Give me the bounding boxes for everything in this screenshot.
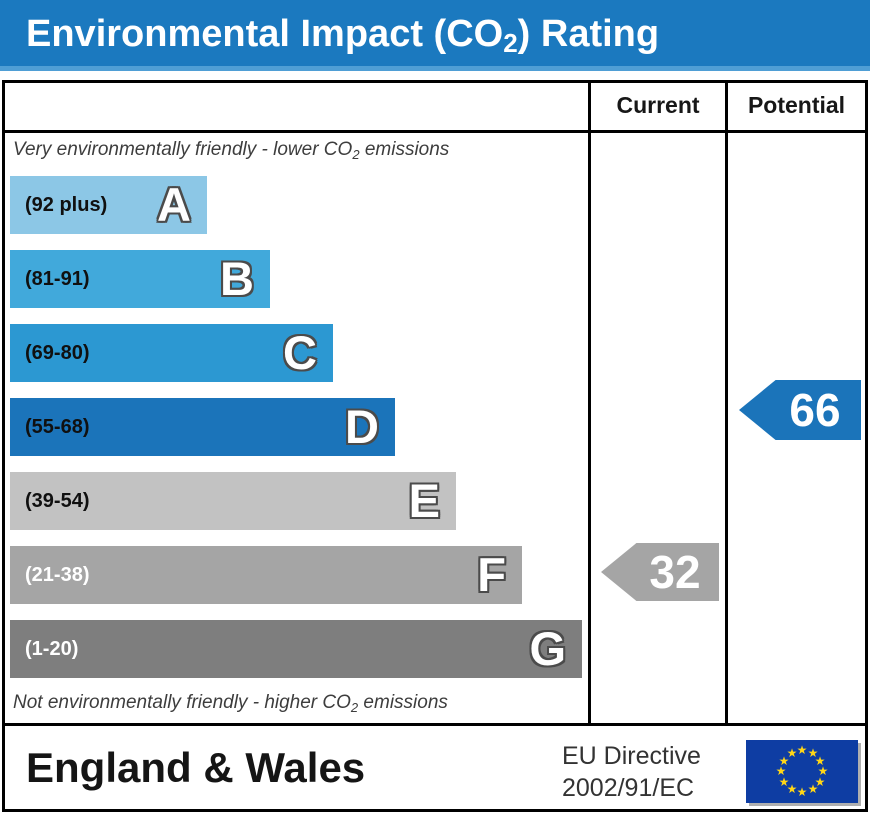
header-divider-line: [2, 130, 868, 133]
band-row-e: (39-54) E: [10, 472, 456, 530]
body-divider-line: [2, 723, 868, 726]
note-top: Very environmentally friendly - lower CO…: [13, 139, 450, 162]
page-title: Environmental Impact (CO2) Rating: [26, 13, 660, 58]
band-letter: F: [477, 548, 506, 601]
band-letter: E: [408, 474, 440, 527]
band-row-b: (81-91) B: [10, 250, 270, 308]
note-bottom: Not environmentally friendly - higher CO…: [13, 692, 448, 715]
eu-flag-icon: ★ ★ ★ ★ ★ ★ ★ ★ ★ ★ ★ ★: [746, 740, 858, 803]
eu-flag-star: ★: [786, 782, 798, 796]
eu-flag-star: ★: [807, 746, 819, 760]
table-border: [2, 80, 868, 812]
band-letter: B: [220, 252, 254, 305]
band-row-a: (92 plus) A: [10, 176, 207, 234]
potential-rating-value: 66: [789, 384, 841, 436]
eu-flag-star: ★: [796, 785, 808, 799]
eu-directive-line1: EU Directive: [562, 742, 701, 770]
potential-column-divider: [725, 80, 728, 726]
co2-subscript: 2: [503, 28, 518, 58]
header-potential-cell: Potential: [747, 92, 846, 118]
eu-flag-star: ★: [775, 764, 787, 778]
title-bar: Environmental Impact (CO2) Rating: [0, 0, 870, 71]
co2-subscript: 2: [350, 700, 359, 715]
eu-flag-star: ★: [778, 775, 790, 789]
band-row-c: (69-80) C: [10, 324, 333, 382]
eu-directive-line2: 2002/91/EC: [562, 774, 695, 802]
band-row-f: (21-38) F: [10, 546, 522, 604]
eu-flag-star: ★: [778, 754, 790, 768]
band-range-label: (21-38): [25, 564, 90, 586]
eu-flag-star: ★: [814, 754, 826, 768]
current-rating-value: 32: [649, 546, 701, 598]
eu-flag-star: ★: [807, 782, 819, 796]
eu-flag-star: ★: [796, 743, 808, 757]
band-letter: G: [529, 622, 566, 675]
band-letter: A: [157, 178, 191, 231]
region-label: England & Wales: [26, 744, 366, 791]
band-range-label: (39-54): [25, 490, 90, 512]
current-column-divider: [588, 80, 591, 726]
eu-flag-star: ★: [817, 764, 829, 778]
band-range-label: (55-68): [25, 416, 90, 438]
band-row-d: (55-68) D: [10, 398, 395, 456]
band-letter: C: [283, 326, 317, 379]
band-range-label: (1-20): [25, 638, 79, 660]
eu-directive-label: EU Directive 2002/91/EC: [562, 740, 742, 804]
eu-flag-star: ★: [814, 775, 826, 789]
eu-flag-star: ★: [786, 746, 798, 760]
header-current-cell: Current: [616, 92, 700, 118]
band-range-label: (81-91): [25, 268, 90, 290]
band-letter: D: [345, 400, 379, 453]
band-row-g: (1-20) G: [10, 620, 582, 678]
band-range-label: (92 plus): [25, 194, 108, 216]
co2-subscript: 2: [352, 147, 360, 162]
band-range-label: (69-80): [25, 342, 90, 364]
